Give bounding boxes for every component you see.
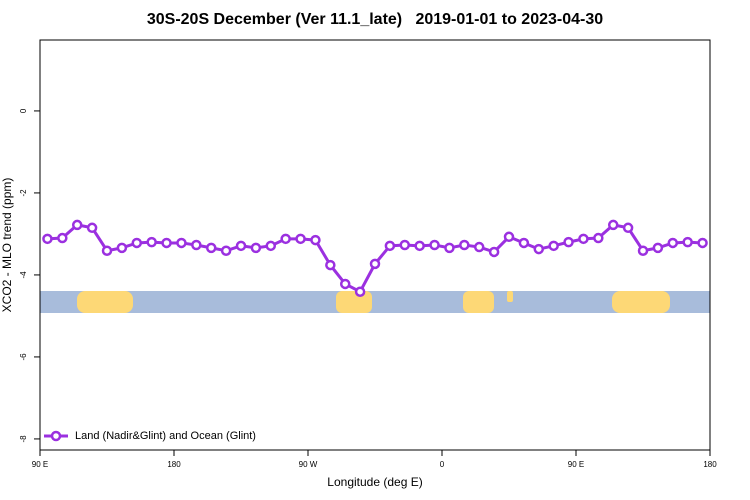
- data-point: [146, 236, 157, 248]
- data-point: [205, 242, 217, 254]
- plot-frame: [39, 39, 711, 451]
- series-line: [47, 223, 703, 294]
- data-point: [354, 286, 366, 297]
- data-point: [578, 233, 589, 245]
- data-point: [116, 242, 128, 254]
- data-point: [384, 240, 396, 252]
- data-point: [191, 239, 202, 251]
- data-point: [310, 234, 321, 246]
- data-point: [429, 239, 440, 251]
- data-point: [57, 232, 68, 244]
- x-tick-label: 90 W: [299, 460, 318, 469]
- y-tick-label: -8: [19, 435, 28, 443]
- legend-label: Land (Nadir&Glint) and Ocean (Glint): [75, 430, 256, 442]
- data-point: [593, 232, 604, 244]
- ocean-strip: [40, 291, 710, 313]
- y-tick-label: -2: [19, 189, 28, 197]
- data-point: [697, 237, 708, 249]
- data-point: [637, 245, 649, 256]
- data-point: [503, 231, 515, 243]
- data-point: [607, 219, 619, 231]
- data-point: [42, 233, 53, 245]
- data-point: [682, 236, 693, 248]
- data-point: [652, 242, 664, 254]
- land-region: [463, 291, 494, 313]
- land-region: [77, 291, 133, 313]
- data-point: [131, 237, 143, 249]
- y-tick-label: 0: [19, 108, 28, 113]
- data-point: [220, 245, 232, 256]
- data-point: [339, 278, 351, 290]
- data-point: [295, 233, 306, 245]
- data-point: [176, 237, 187, 249]
- data-point: [488, 246, 500, 258]
- x-tick-label: 0: [440, 460, 445, 469]
- x-tick-label: 90 E: [568, 460, 584, 469]
- data-point: [71, 219, 83, 231]
- data-point: [533, 243, 545, 255]
- land-region: [336, 291, 372, 313]
- y-tick-label: -4: [19, 271, 28, 279]
- land-region: [507, 291, 513, 302]
- x-axis-label: Longitude (deg E): [327, 475, 422, 489]
- data-point: [622, 222, 634, 234]
- y-axis-label: XCO2 - MLO trend (ppm): [0, 178, 14, 313]
- data-point: [265, 240, 277, 252]
- data-point: [444, 242, 455, 254]
- x-tick-label: 180: [703, 460, 717, 469]
- land-ocean-map: [40, 291, 710, 313]
- data-point: [548, 240, 559, 252]
- data-point: [280, 233, 291, 245]
- data-point: [518, 237, 530, 249]
- data-point: [101, 245, 113, 256]
- data-point: [250, 242, 262, 254]
- y-tick-label: -6: [19, 353, 28, 361]
- data-point: [414, 240, 425, 252]
- land-region: [612, 291, 670, 313]
- chart-title: 30S-20S December (Ver 11.1_late) 2019-01…: [147, 11, 603, 28]
- data-point: [369, 258, 381, 270]
- data-point: [399, 239, 411, 251]
- data-point: [161, 237, 172, 249]
- x-tick-label: 180: [167, 460, 181, 469]
- legend-swatch-marker: [50, 430, 62, 442]
- data-point: [459, 239, 470, 251]
- data-point: [563, 236, 574, 248]
- data-point: [473, 241, 485, 253]
- data-point: [235, 240, 247, 252]
- data-point: [325, 259, 336, 271]
- x-tick-label: 90 E: [32, 460, 48, 469]
- data-point: [86, 222, 98, 234]
- data-point: [667, 237, 679, 249]
